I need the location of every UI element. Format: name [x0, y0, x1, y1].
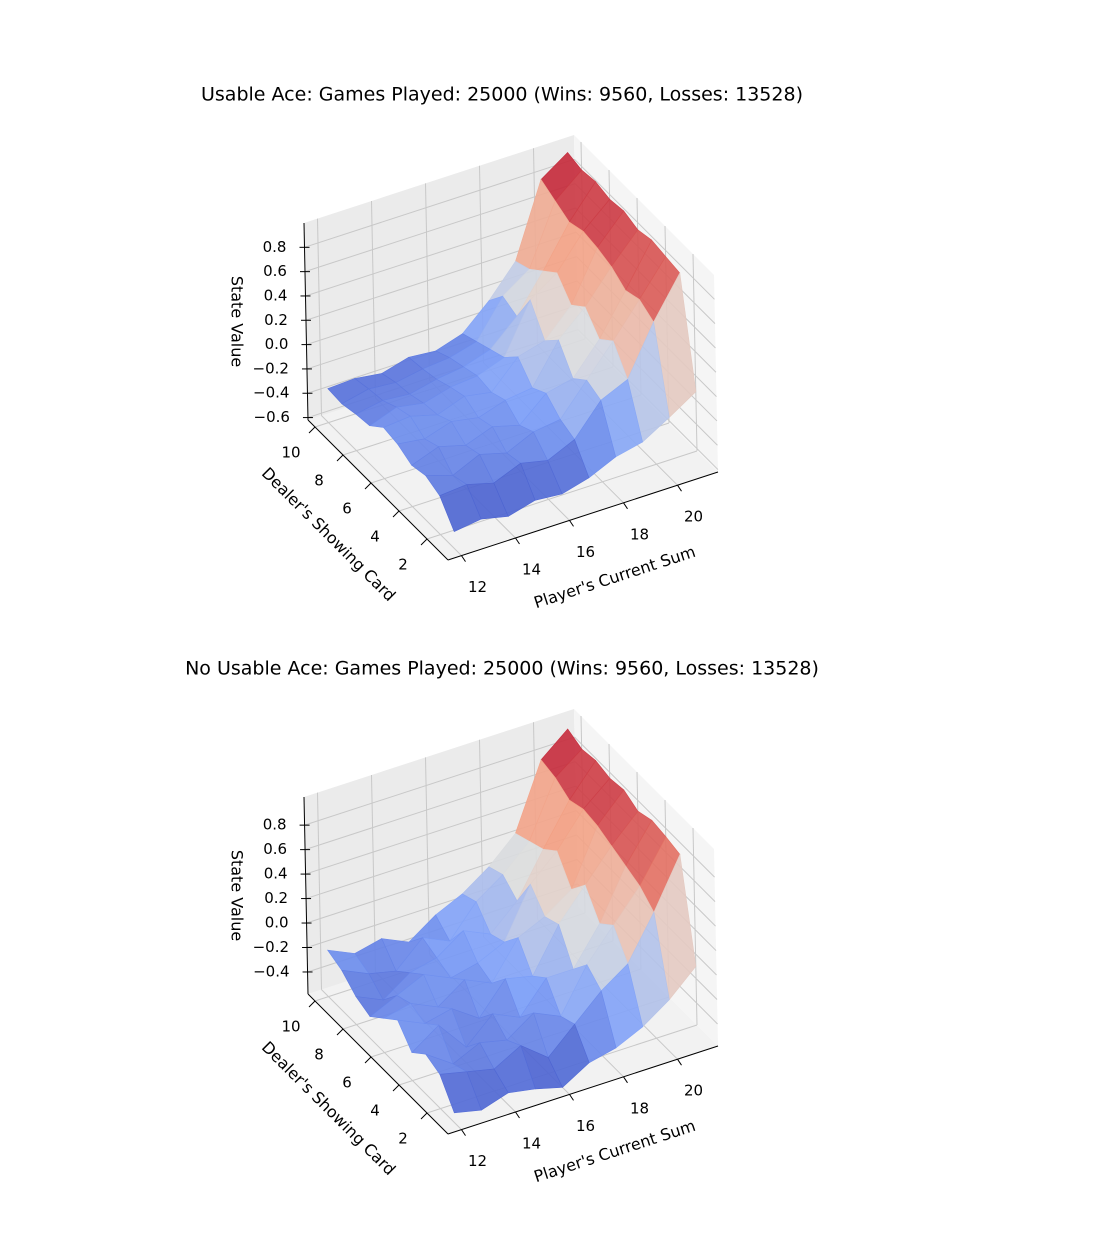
y-tick-label: 6	[342, 1074, 352, 1092]
grid-line	[425, 183, 430, 381]
x-tick-label: 12	[468, 578, 487, 596]
x-tick-label: 14	[522, 1135, 541, 1153]
surface	[327, 152, 697, 533]
grid-line	[574, 736, 715, 878]
axis-line	[447, 1045, 719, 1135]
grid-line	[574, 158, 715, 300]
x-tick-label: 16	[576, 543, 595, 561]
x-tick	[677, 484, 682, 492]
grid-line	[304, 183, 576, 273]
z-tick-label: −0.2	[253, 359, 289, 377]
surface-face	[439, 484, 482, 533]
x-tick	[677, 1058, 682, 1066]
x-tick-label: 12	[468, 1152, 487, 1170]
axis-line	[303, 222, 309, 421]
x-tick-label: 18	[630, 525, 649, 543]
surface-chart: No Usable Ace: Games Played: 25000 (Wins…	[185, 658, 819, 1187]
surface	[326, 728, 697, 1114]
x-tick	[569, 520, 574, 527]
y-tick	[308, 1000, 316, 1008]
z-tick-label: −0.4	[253, 962, 289, 980]
y-tick-label: 8	[314, 1046, 324, 1064]
axis-line	[303, 796, 309, 995]
y-tick-label: 2	[398, 1130, 408, 1148]
x-tick	[461, 555, 466, 562]
z-tick-label: −0.4	[253, 384, 289, 402]
z-tick-label: 0.8	[263, 238, 287, 256]
surface-face	[439, 1071, 482, 1114]
y-tick	[364, 1056, 372, 1064]
x-tick-label: 20	[684, 508, 703, 526]
x-tick	[623, 502, 628, 510]
z-tick-label: 0.6	[263, 262, 287, 280]
axis-line	[447, 471, 719, 561]
z-tick-label: −0.2	[253, 938, 289, 956]
y-tick	[392, 1084, 400, 1092]
z-tick-label: 0.8	[263, 816, 287, 834]
x-tick	[623, 1076, 628, 1084]
chart-title: Usable Ace: Games Played: 25000 (Wins: 9…	[201, 84, 803, 106]
x-tick	[515, 1111, 520, 1119]
y-tick-label: 10	[281, 444, 300, 462]
x-tick	[569, 1094, 574, 1101]
grid-line	[321, 989, 462, 1130]
x-tick	[461, 1129, 466, 1136]
z-tick-label: 0.4	[264, 286, 288, 304]
axis-line	[307, 993, 449, 1135]
z-tick-label: 0.0	[265, 914, 289, 932]
y-tick	[336, 1028, 344, 1036]
z-tick-label: 0.0	[265, 335, 289, 353]
z-tick-label: 0.6	[263, 840, 287, 858]
x-axis-label: Player's Current Sum	[532, 1116, 698, 1186]
z-axis-label: State Value	[228, 850, 247, 941]
y-tick	[308, 426, 316, 434]
y-tick	[420, 1112, 428, 1120]
y-tick-label: 6	[342, 500, 352, 518]
z-tick-label: 0.2	[264, 311, 288, 329]
y-tick	[364, 482, 372, 490]
y-tick	[420, 538, 428, 546]
grid-line	[371, 200, 376, 399]
y-tick-label: 2	[398, 556, 408, 574]
grid-line	[692, 827, 698, 1026]
grid-line	[304, 761, 576, 851]
x-tick	[515, 537, 520, 545]
z-axis-label: State Value	[228, 276, 247, 367]
x-tick-label: 20	[684, 1082, 703, 1100]
y-tick-label: 8	[314, 472, 324, 490]
x-tick-label: 16	[576, 1117, 595, 1135]
z-tick-label: −0.6	[254, 408, 290, 426]
z-tick-label: 0.2	[264, 889, 288, 907]
axis-line	[307, 419, 449, 561]
grid-line	[426, 450, 698, 540]
y-tick-label: 4	[370, 1102, 380, 1120]
surface-chart: Usable Ace: Games Played: 25000 (Wins: 9…	[201, 84, 803, 613]
chart-title: No Usable Ace: Games Played: 25000 (Wins…	[185, 658, 819, 680]
y-tick-label: 4	[370, 528, 380, 546]
grid-line	[321, 415, 462, 556]
grid-line	[304, 158, 575, 248]
x-tick-label: 18	[630, 1099, 649, 1117]
x-tick-label: 14	[522, 561, 541, 579]
grid-line	[371, 774, 376, 973]
grid-line	[692, 253, 698, 452]
y-tick-label: 10	[281, 1018, 300, 1036]
grid-line	[317, 792, 322, 990]
y-tick	[336, 454, 344, 462]
y-tick	[392, 510, 400, 518]
x-axis-label: Player's Current Sum	[532, 542, 698, 612]
grid-line	[304, 736, 575, 826]
grid-line	[317, 218, 322, 416]
z-tick-label: 0.4	[264, 865, 288, 883]
